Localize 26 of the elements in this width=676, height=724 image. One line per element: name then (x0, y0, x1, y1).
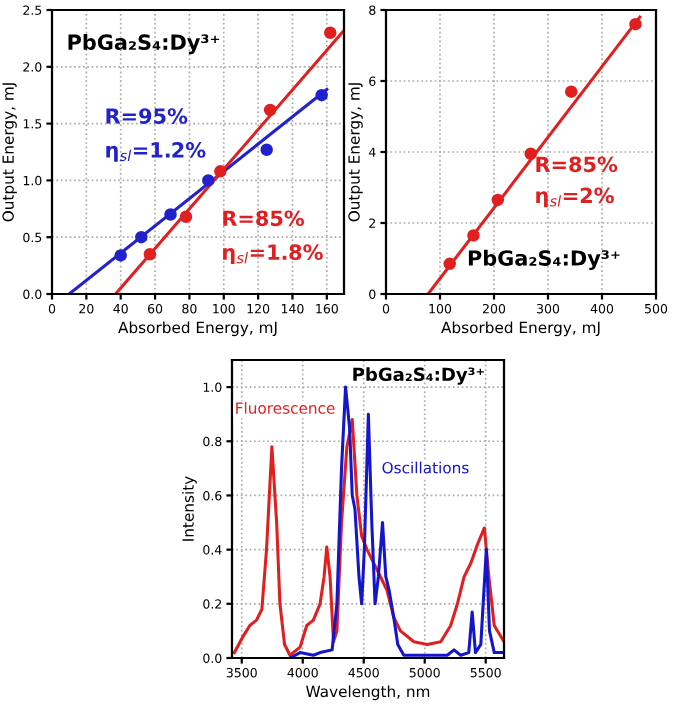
point (564, 85, 578, 98)
annotation: R=85% (223, 210, 305, 227)
annotation: R=85% (536, 156, 618, 173)
annotation: η$_{sl}$=1.2% (106, 142, 206, 162)
annotation: R=95% (106, 108, 188, 124)
point (524, 147, 537, 161)
point (491, 193, 505, 207)
annotation: η$_{sl}$=1.8% (223, 244, 323, 265)
point (629, 17, 642, 31)
point (315, 88, 328, 102)
annotation: PbGa₂S₄:Dy³⁺ (353, 367, 484, 385)
annotation: PbGa₂S₄:Dy³⁺ (468, 249, 620, 271)
point (214, 165, 227, 178)
point (324, 26, 337, 39)
point (443, 257, 456, 271)
point (114, 249, 127, 262)
point (263, 103, 277, 117)
point (143, 247, 157, 261)
annotation: η$_{sl}$=2% (536, 187, 614, 208)
point (467, 229, 480, 242)
point (164, 208, 177, 221)
annotation: PbGa₂S₄:Dy³⁺ (68, 33, 220, 55)
point (202, 174, 215, 187)
point (135, 230, 148, 244)
point (179, 210, 193, 223)
point (260, 143, 273, 156)
